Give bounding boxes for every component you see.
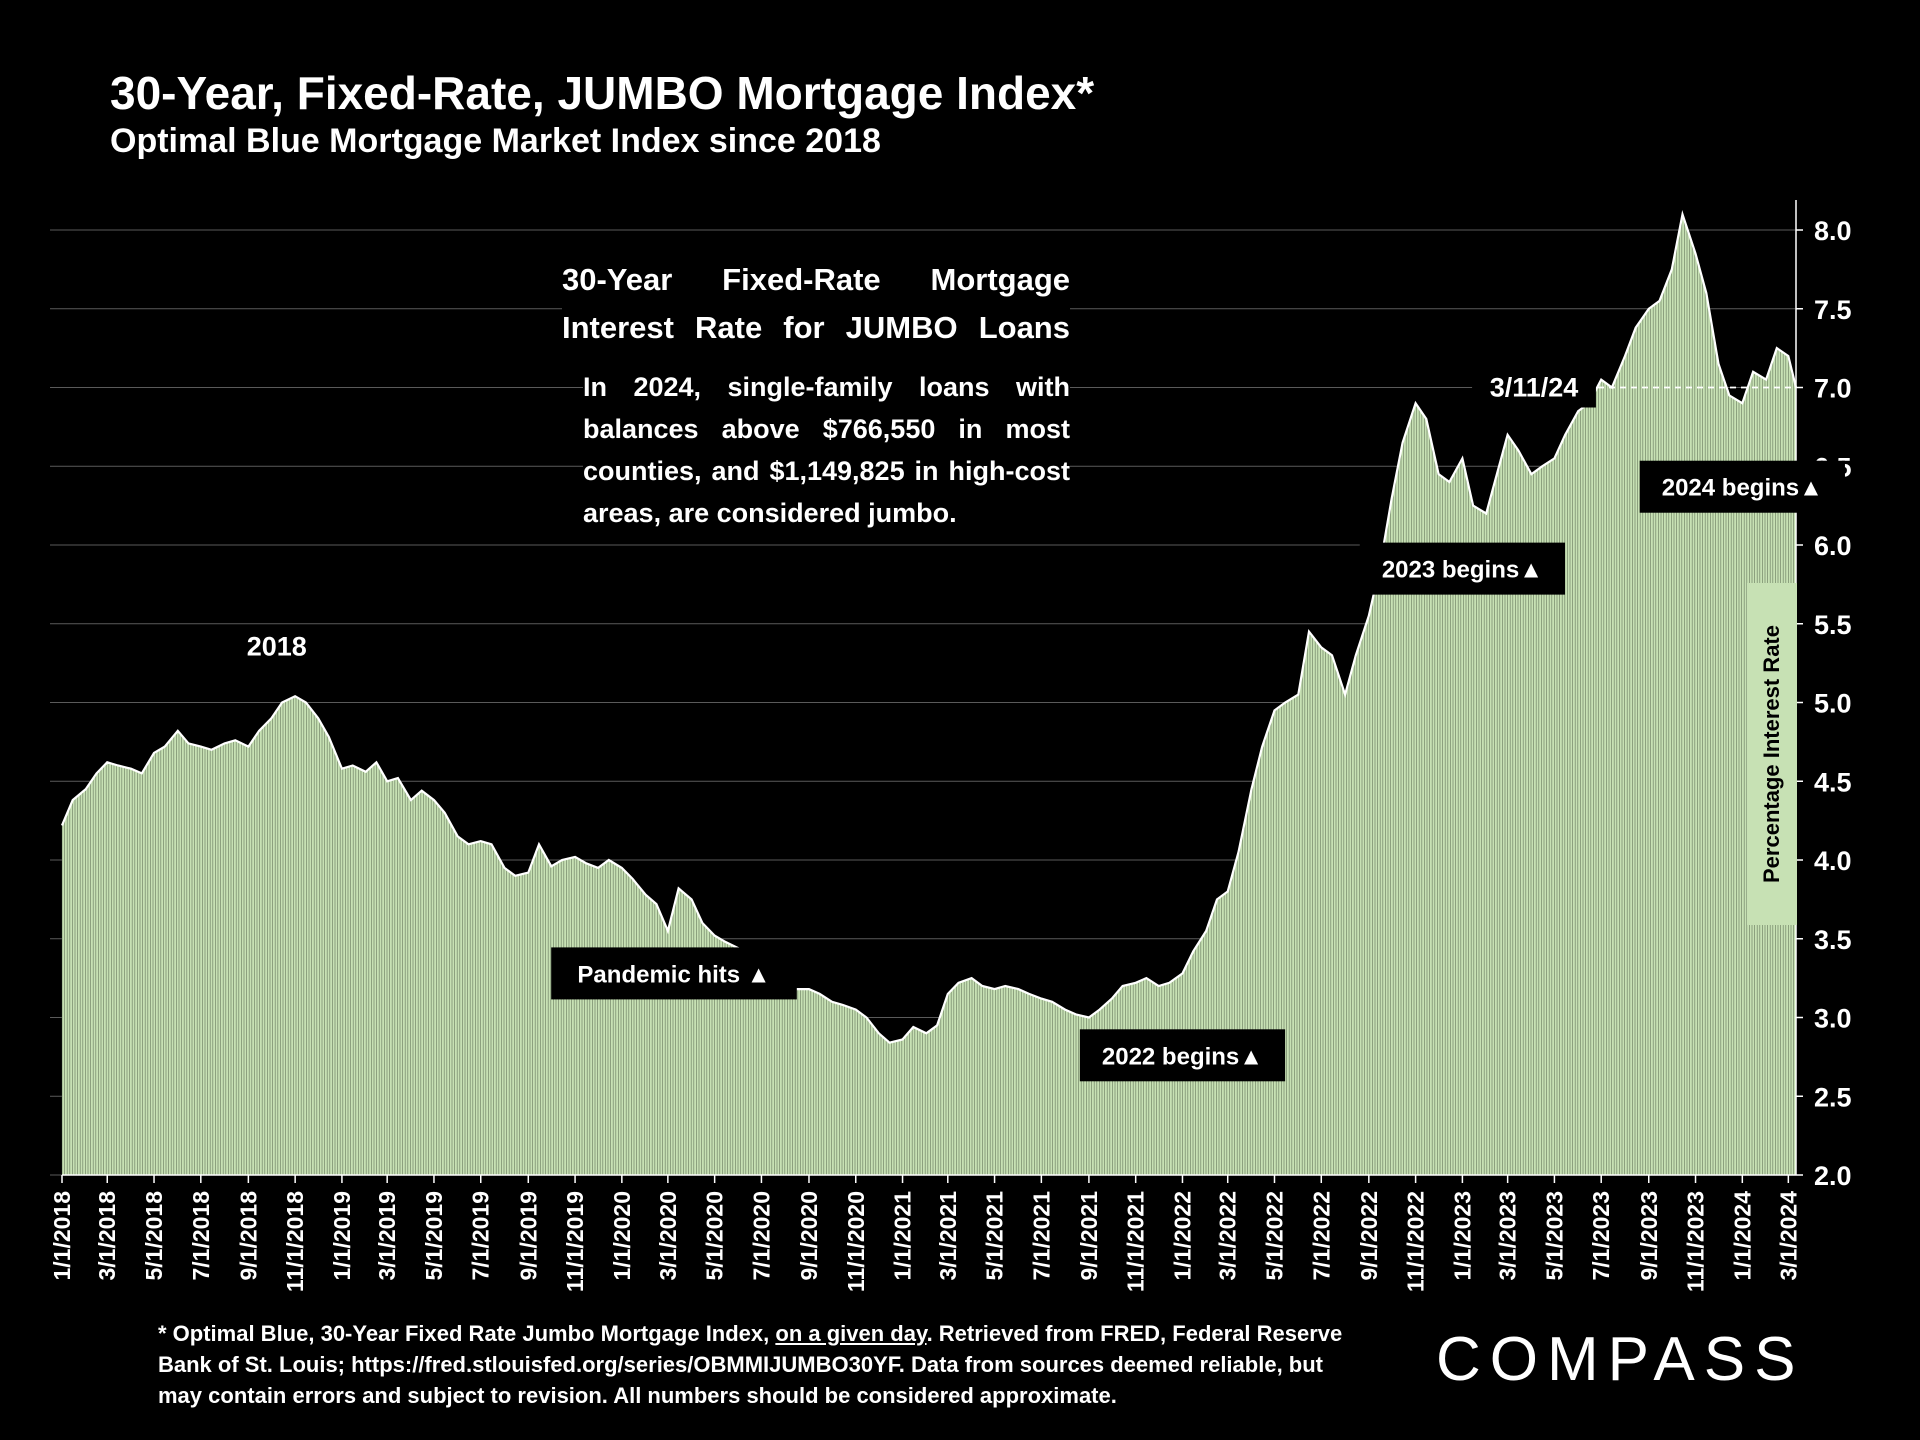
y-tick-label: 2.5 xyxy=(1814,1082,1852,1112)
footnote: * Optimal Blue, 30-Year Fixed Rate Jumbo… xyxy=(158,1318,1370,1411)
y-axis-label: Percentage Interest Rate xyxy=(1759,625,1784,883)
annotation-box xyxy=(551,947,797,1000)
x-tick-label: 9/1/2023 xyxy=(1636,1191,1662,1281)
x-tick-label: 1/1/2022 xyxy=(1170,1191,1196,1281)
x-tick-label: 11/1/2021 xyxy=(1123,1191,1149,1292)
x-tick-label: 9/1/2022 xyxy=(1356,1191,1382,1281)
y-tick-label: 8.0 xyxy=(1814,216,1852,246)
x-tick-label: 1/1/2024 xyxy=(1729,1191,1755,1281)
x-tick-label: 7/1/2023 xyxy=(1588,1191,1614,1281)
rate-area xyxy=(62,214,1796,1176)
x-tick-label: 3/1/2023 xyxy=(1495,1191,1521,1281)
x-tick-label: 1/1/2019 xyxy=(329,1191,355,1281)
x-tick-label: 1/1/2021 xyxy=(890,1191,916,1281)
x-tick-label: 11/1/2020 xyxy=(843,1191,869,1292)
x-tick-label: 5/1/2020 xyxy=(702,1191,728,1281)
x-tick-label: 5/1/2019 xyxy=(421,1191,447,1281)
annotation-label: 2024 begins▲ xyxy=(1662,475,1823,502)
x-axis: 1/1/2018 3/1/2018 5/1/2018 7/1/2018 9/1/2018… xyxy=(49,1174,1801,1292)
x-tick-label: 1/1/2020 xyxy=(609,1191,635,1281)
footnote-part-1: * Optimal Blue, 30-Year Fixed Rate Jumbo… xyxy=(158,1321,776,1346)
x-tick-label: 9/1/2021 xyxy=(1076,1191,1102,1281)
x-tick-label: 1/1/2018 xyxy=(49,1191,75,1281)
x-tick-label: 9/1/2019 xyxy=(515,1191,541,1281)
compass-logo: COMPASS xyxy=(1436,1325,1805,1394)
y-tick-label: 5.5 xyxy=(1814,610,1852,640)
annotation-box xyxy=(1639,460,1845,513)
x-tick-label: 11/1/2022 xyxy=(1403,1191,1429,1292)
x-tick-label: 7/1/2021 xyxy=(1028,1191,1054,1281)
y-tick-label: 5.0 xyxy=(1814,689,1852,719)
x-tick-label: 11/1/2023 xyxy=(1683,1191,1709,1292)
x-tick-label: 7/1/2022 xyxy=(1308,1191,1334,1281)
area-layer xyxy=(60,209,1798,1176)
reference-label: 3/11/24 xyxy=(1490,373,1579,403)
info-box-title: 30-Year Fixed-Rate Mortgage Interest Rat… xyxy=(562,256,1070,352)
x-tick-label: 7/1/2020 xyxy=(748,1191,774,1281)
x-tick-label: 3/1/2018 xyxy=(94,1191,120,1281)
footnote-part-2: . Retrieved from FRED, Federal Reserve B… xyxy=(158,1321,1343,1408)
reference-label-bg xyxy=(1472,365,1596,408)
rate-line xyxy=(60,209,1798,1044)
info-box-body: In 2024, single-family loans with balanc… xyxy=(583,366,1070,534)
y-axis-label-box: Percentage Interest Rate xyxy=(1747,583,1797,925)
footnote-underlined: on a given day xyxy=(775,1321,927,1346)
y-tick-label: 7.5 xyxy=(1814,295,1852,325)
y-tick-label: 3.0 xyxy=(1814,1004,1852,1034)
chart-title: 30-Year, Fixed-Rate, JUMBO Mortgage Inde… xyxy=(110,67,1095,119)
chart-subtitle: Optimal Blue Mortgage Market Index since… xyxy=(110,122,881,160)
annotation-layer: 2018 Pandemic hits ▲ 2022 begins▲ 2023 begi… xyxy=(247,365,1845,1082)
annotation-label: 2023 begins▲ xyxy=(1382,557,1543,584)
x-tick-label: 1/1/2023 xyxy=(1449,1191,1475,1281)
x-tick-label: 7/1/2019 xyxy=(468,1191,494,1281)
y-tick-label: 4.0 xyxy=(1814,846,1852,876)
annotation-label: 2018 xyxy=(247,631,307,661)
x-tick-label: 11/1/2018 xyxy=(282,1191,308,1292)
annotation-label: Pandemic hits ▲ xyxy=(577,961,770,988)
x-tick-label: 3/1/2024 xyxy=(1775,1191,1801,1281)
y-tick-label: 7.0 xyxy=(1814,374,1852,404)
x-tick-label: 5/1/2018 xyxy=(141,1191,167,1281)
x-tick-label: 11/1/2019 xyxy=(562,1191,588,1292)
x-tick-label: 5/1/2022 xyxy=(1262,1191,1288,1281)
x-tick-label: 3/1/2019 xyxy=(374,1191,400,1281)
annotation-box xyxy=(1079,1029,1286,1082)
x-tick-label: 9/1/2018 xyxy=(235,1191,261,1281)
annotation-label: 2022 begins▲ xyxy=(1102,1043,1263,1070)
x-tick-label: 5/1/2023 xyxy=(1541,1191,1567,1281)
x-tick-label: 3/1/2020 xyxy=(655,1191,681,1281)
y-axis: 2.02.53.03.54.04.55.05.56.06.57.07.58.0 xyxy=(1795,200,1852,1191)
x-tick-label: 5/1/2021 xyxy=(982,1191,1008,1281)
annotation-box xyxy=(1359,542,1566,595)
x-tick-label: 3/1/2022 xyxy=(1215,1191,1241,1281)
y-tick-label: 2.0 xyxy=(1814,1161,1852,1191)
x-tick-label: 7/1/2018 xyxy=(188,1191,214,1281)
x-tick-label: 3/1/2021 xyxy=(935,1191,961,1281)
x-tick-label: 9/1/2020 xyxy=(796,1191,822,1281)
y-tick-label: 6.0 xyxy=(1814,531,1852,561)
y-tick-label: 4.5 xyxy=(1814,767,1852,797)
y-tick-label: 3.5 xyxy=(1814,925,1852,955)
